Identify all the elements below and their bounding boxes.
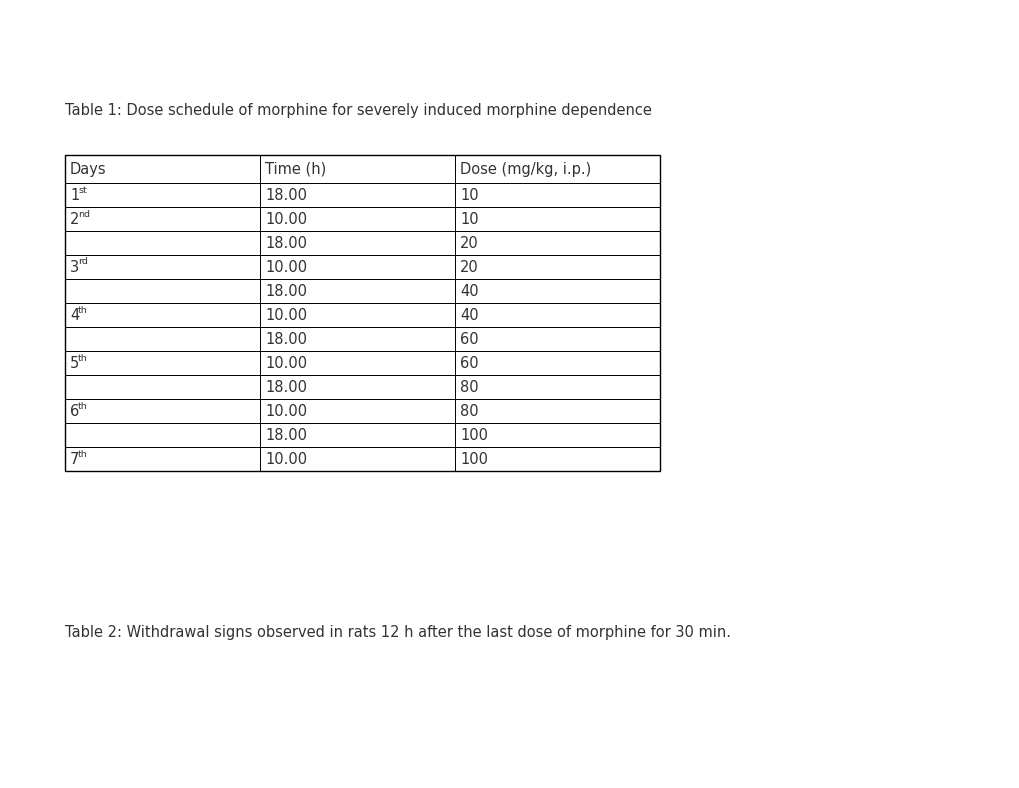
Text: 60: 60 [460, 355, 478, 370]
Text: Table 2: Withdrawal signs observed in rats 12 h after the last dose of morphine : Table 2: Withdrawal signs observed in ra… [65, 625, 731, 640]
Text: Time (h): Time (h) [265, 162, 326, 177]
Bar [65, 327, 260, 351]
Text: 80: 80 [460, 380, 478, 395]
Text: 1: 1 [70, 188, 79, 203]
Text: 10.00: 10.00 [265, 355, 307, 370]
Text: 10.00: 10.00 [265, 307, 307, 322]
Text: 100: 100 [460, 452, 487, 466]
Bar [260, 351, 454, 375]
Text: 18.00: 18.00 [265, 428, 307, 443]
Text: Table 1: Dose schedule of morphine for severely induced morphine dependence: Table 1: Dose schedule of morphine for s… [65, 103, 651, 118]
Text: 18.00: 18.00 [265, 188, 307, 203]
Bar [260, 327, 454, 351]
Bar [454, 207, 659, 231]
Bar [260, 423, 454, 447]
Bar [65, 303, 260, 327]
Text: 18.00: 18.00 [265, 236, 307, 251]
Bar [454, 183, 659, 207]
Text: th: th [77, 402, 88, 411]
Text: 10.00: 10.00 [265, 403, 307, 418]
Text: 10.00: 10.00 [265, 452, 307, 466]
Bar [454, 279, 659, 303]
Bar [65, 447, 260, 471]
Text: 18.00: 18.00 [265, 380, 307, 395]
Text: Dose (mg/kg, i.p.): Dose (mg/kg, i.p.) [460, 162, 591, 177]
Text: 20: 20 [460, 236, 478, 251]
Text: th: th [77, 354, 88, 362]
Text: 10.00: 10.00 [265, 211, 307, 226]
Text: 18.00: 18.00 [265, 284, 307, 299]
Bar [65, 207, 260, 231]
Bar [65, 231, 260, 255]
Bar [65, 375, 260, 399]
Bar [260, 231, 454, 255]
Bar [260, 279, 454, 303]
Text: 4: 4 [70, 307, 79, 322]
Bar [454, 423, 659, 447]
Bar [65, 423, 260, 447]
Bar [65, 155, 260, 183]
Bar [454, 231, 659, 255]
Bar [260, 303, 454, 327]
Text: 10: 10 [460, 188, 478, 203]
Text: 7: 7 [70, 452, 79, 466]
Text: th: th [77, 306, 88, 314]
Bar [454, 447, 659, 471]
Text: 100: 100 [460, 428, 487, 443]
Bar [260, 375, 454, 399]
Text: 80: 80 [460, 403, 478, 418]
Bar [454, 255, 659, 279]
Text: 5: 5 [70, 355, 79, 370]
Bar [260, 399, 454, 423]
Text: 6: 6 [70, 403, 79, 418]
Bar [260, 155, 454, 183]
Text: 20: 20 [460, 259, 478, 274]
Bar [454, 375, 659, 399]
Text: rd: rd [77, 258, 88, 266]
Text: 10: 10 [460, 211, 478, 226]
Text: 60: 60 [460, 332, 478, 347]
Text: 40: 40 [460, 284, 478, 299]
Bar [65, 255, 260, 279]
Text: 18.00: 18.00 [265, 332, 307, 347]
Text: st: st [77, 185, 87, 195]
Bar [65, 279, 260, 303]
Text: 3: 3 [70, 259, 79, 274]
Bar [454, 155, 659, 183]
Bar [65, 183, 260, 207]
Bar [454, 399, 659, 423]
Bar [454, 303, 659, 327]
Bar [454, 327, 659, 351]
Bar [454, 351, 659, 375]
Text: th: th [77, 449, 88, 459]
Text: nd: nd [77, 210, 90, 218]
Text: 40: 40 [460, 307, 478, 322]
Bar [65, 351, 260, 375]
Text: 10.00: 10.00 [265, 259, 307, 274]
Bar [65, 155, 659, 471]
Text: Days: Days [70, 162, 107, 177]
Text: 2: 2 [70, 211, 79, 226]
Bar [260, 447, 454, 471]
Bar [260, 207, 454, 231]
Bar [260, 183, 454, 207]
Bar [260, 255, 454, 279]
Bar [65, 399, 260, 423]
